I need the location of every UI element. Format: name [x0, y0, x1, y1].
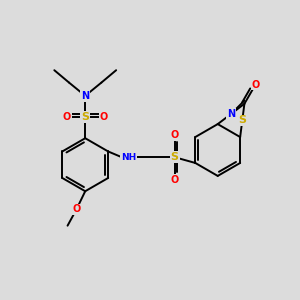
Text: O: O [170, 130, 179, 140]
Text: NH: NH [121, 153, 136, 162]
Text: S: S [81, 112, 89, 122]
Text: N: N [227, 109, 235, 119]
Text: O: O [170, 175, 179, 184]
Text: O: O [72, 205, 80, 214]
Text: O: O [251, 80, 260, 90]
Text: S: S [171, 152, 179, 162]
Text: S: S [238, 116, 246, 125]
Text: O: O [63, 112, 71, 122]
Text: N: N [81, 91, 89, 101]
Text: O: O [99, 112, 108, 122]
